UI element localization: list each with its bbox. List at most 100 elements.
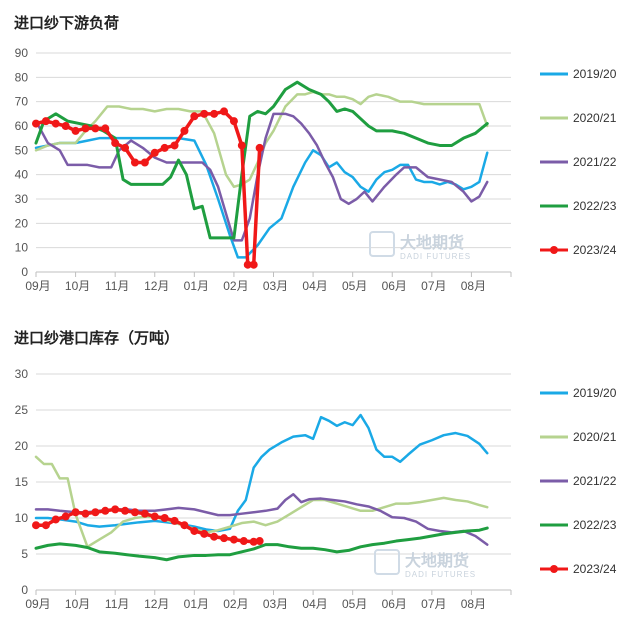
legend-label: 2019/20	[573, 67, 617, 81]
legend-label: 2020/21	[573, 430, 617, 444]
series-point-2023/24	[255, 537, 264, 546]
x-tick-label: 07月	[421, 597, 446, 611]
watermark-en: DADI FUTURES	[400, 252, 471, 261]
x-tick-label: 05月	[342, 279, 367, 293]
series-point-2023/24	[101, 124, 110, 133]
watermark-en: DADI FUTURES	[405, 570, 476, 579]
series-point-2023/24	[91, 508, 100, 517]
series-point-2023/24	[140, 158, 149, 167]
series-point-2023/24	[170, 141, 179, 150]
series-line-2019/20	[34, 413, 489, 533]
series-point-2023/24	[160, 143, 169, 152]
series-point-2023/24	[51, 119, 60, 128]
legend-label: 2020/21	[573, 111, 617, 125]
series-point-2023/24	[190, 112, 199, 121]
y-tick-label: 30	[15, 367, 29, 381]
x-tick-label: 04月	[302, 279, 327, 293]
series-point-2023/24	[71, 508, 80, 517]
y-tick-label: 0	[21, 265, 28, 279]
y-tick-label: 10	[15, 511, 29, 525]
series-point-2023/24	[41, 117, 50, 126]
x-tick-label: 06月	[382, 597, 407, 611]
legend-marker	[550, 246, 558, 254]
y-tick-label: 0	[21, 583, 28, 597]
series-point-2023/24	[200, 529, 209, 538]
series-point-2023/24	[121, 143, 130, 152]
y-tick-label: 20	[15, 439, 29, 453]
y-tick-label: 5	[21, 547, 28, 561]
series-point-2023/24	[51, 515, 60, 524]
chart-2-title: 进口纱港口库存（万吨）	[14, 329, 179, 347]
x-tick-label: 04月	[302, 597, 327, 611]
series-point-2023/24	[61, 122, 70, 130]
series-point-2023/24	[237, 141, 246, 150]
legend-label: 2023/24	[573, 562, 617, 576]
series-point-2023/24	[130, 508, 139, 517]
chart-1-plot: 0 10 20 30 40 50 60 70 80 90 09月 10月 11月 12月 01月 02月 03月…	[15, 46, 617, 293]
series-point-2023/24	[81, 124, 90, 133]
series-point-2023/24	[150, 148, 159, 157]
series-line-2022/23	[34, 80, 489, 240]
series-point-2023/24	[200, 109, 209, 118]
legend-label: 2021/22	[573, 474, 617, 488]
series-point-2023/24	[41, 521, 50, 530]
x-tick-label: 02月	[223, 597, 248, 611]
series-point-2023/24	[71, 126, 80, 135]
x-tick-label: 12月	[144, 279, 169, 293]
series-point-2023/24	[61, 512, 70, 521]
series-point-2023/24	[111, 505, 120, 514]
series-point-2023/24	[160, 514, 169, 522]
y-tick-label: 40	[15, 168, 29, 182]
legend-label: 2022/23	[573, 199, 617, 213]
x-tick-label: 03月	[263, 279, 288, 293]
series-point-2023/24	[229, 117, 238, 126]
legend-label: 2023/24	[573, 243, 617, 257]
series-point-2023/24	[255, 143, 264, 152]
legend-label: 2019/20	[573, 386, 617, 400]
y-tick-label: 25	[15, 403, 29, 417]
chart-1-title: 进口纱下游负荷	[14, 14, 119, 32]
y-tick-label: 60	[15, 119, 29, 133]
series-point-2023/24	[180, 521, 189, 530]
x-tick-label: 02月	[223, 279, 248, 293]
series-point-2023/24	[111, 139, 120, 148]
series-line-2022/23	[34, 526, 489, 562]
watermark-cn: 大地期货	[405, 551, 469, 570]
x-tick-label: 11月	[105, 279, 129, 293]
x-tick-label: 10月	[65, 279, 90, 293]
series-point-2023/24	[249, 537, 258, 546]
chart-2-plot: 0 5 10 15 20 25 30 09月 10月 11月 12月 01月 02月 03月 04月 05月 0…	[15, 367, 617, 611]
watermark-logo	[369, 231, 395, 257]
watermark-logo	[374, 549, 400, 575]
series-point-2023/24	[210, 532, 219, 541]
y-tick-label: 10	[15, 241, 29, 255]
series-line-2020/21	[34, 455, 489, 549]
series-point-2023/24	[243, 260, 252, 269]
series-point-2023/24	[81, 509, 90, 518]
series-line-2023/24	[34, 109, 262, 267]
legend-label: 2022/23	[573, 518, 617, 532]
y-tick-label: 50	[15, 143, 29, 157]
x-tick-label: 06月	[382, 279, 407, 293]
legend-label: 2021/22	[573, 155, 617, 169]
series-point-2023/24	[32, 521, 40, 530]
series-line-2020/21	[34, 90, 489, 189]
x-tick-label: 08月	[461, 279, 486, 293]
series-point-2023/24	[101, 506, 110, 515]
series-point-2023/24	[150, 512, 159, 521]
series-point-2023/24	[140, 509, 149, 518]
x-tick-label: 11月	[105, 597, 129, 611]
series-point-2023/24	[170, 516, 179, 525]
x-tick-label: 01月	[184, 279, 209, 293]
y-tick-label: 90	[15, 46, 29, 60]
series-point-2023/24	[32, 119, 40, 128]
watermark-cn: 大地期货	[400, 233, 464, 252]
x-tick-label: 09月	[25, 279, 50, 293]
series-point-2023/24	[210, 109, 219, 118]
series-point-2023/24	[121, 506, 130, 515]
series-point-2023/24	[91, 124, 100, 133]
x-tick-label: 10月	[65, 597, 90, 611]
